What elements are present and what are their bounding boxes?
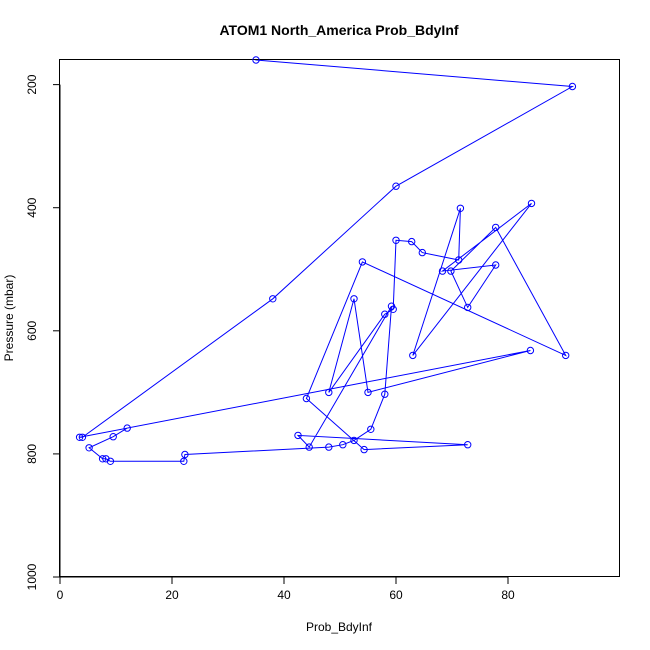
data-point (325, 443, 333, 451)
chart-title: ATOM1 North_America Prob_BdyInf (219, 22, 458, 38)
x-tick-label: 20 (165, 588, 179, 602)
y-tick-label: 1000 (25, 563, 39, 590)
y-axis: 200 400 600 800 1000 (25, 74, 61, 590)
data-point (527, 199, 536, 208)
data-point (78, 433, 87, 441)
data-point (455, 256, 463, 264)
y-tick-label: 600 (25, 320, 39, 340)
data-point (392, 236, 400, 245)
data-point (181, 450, 189, 459)
data-point (252, 56, 260, 64)
data-point (418, 248, 426, 257)
data-point (409, 351, 417, 360)
data-point (269, 295, 277, 303)
data-point (526, 346, 535, 355)
data-point (109, 433, 117, 441)
data-point (381, 310, 389, 318)
data-point (492, 223, 500, 232)
data-point (75, 433, 84, 441)
data-point (302, 394, 311, 403)
x-tick-label: 80 (501, 588, 515, 602)
y-tick-label: 200 (25, 74, 39, 94)
data-point (305, 443, 313, 451)
series-layer (75, 56, 577, 465)
data-point (85, 444, 93, 452)
data-point (381, 390, 389, 398)
data-point (438, 267, 447, 275)
data-point (464, 303, 472, 312)
data-point (456, 204, 465, 213)
data-point (364, 388, 372, 397)
x-axis: 0 20 40 60 80 (57, 576, 515, 602)
data-point (325, 388, 333, 397)
data-point (358, 258, 367, 266)
data-point (294, 431, 302, 440)
data-point (360, 445, 368, 454)
x-tick-label: 60 (389, 588, 403, 602)
data-point (102, 455, 110, 463)
data-point (350, 436, 358, 445)
data-point (464, 441, 472, 449)
x-tick-label: 0 (57, 588, 64, 602)
y-tick-label: 400 (25, 197, 39, 217)
series-line (79, 60, 575, 462)
data-point (367, 425, 375, 433)
data-point (98, 455, 107, 463)
data-point (123, 424, 131, 432)
x-tick-label: 40 (277, 588, 291, 602)
data-point (568, 82, 577, 91)
data-point (350, 295, 358, 303)
data-point (447, 267, 455, 275)
data-point (180, 457, 188, 465)
data-point (408, 237, 416, 246)
data-point (492, 261, 500, 269)
data-point (387, 302, 396, 310)
data-point (392, 182, 400, 190)
x-axis-label: Prob_BdyInf (306, 620, 373, 634)
y-tick-label: 800 (25, 444, 39, 464)
data-point (562, 351, 570, 360)
data-point (339, 441, 347, 449)
y-axis-label: Pressure (mbar) (2, 275, 16, 362)
